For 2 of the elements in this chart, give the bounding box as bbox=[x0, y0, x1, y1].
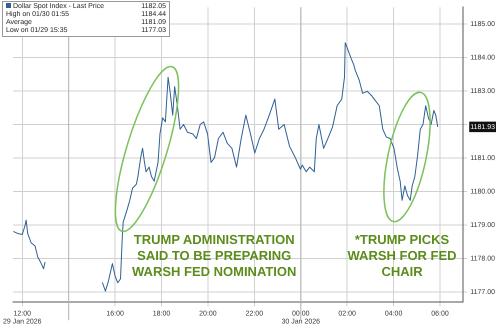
annotation: *TRUMP PICKS WARSH FOR FED CHAIR bbox=[348, 232, 457, 280]
annotation: TRUMP ADMINISTRATION SAID TO BE PREPARING WARSH FED NOMINATION bbox=[132, 232, 296, 280]
